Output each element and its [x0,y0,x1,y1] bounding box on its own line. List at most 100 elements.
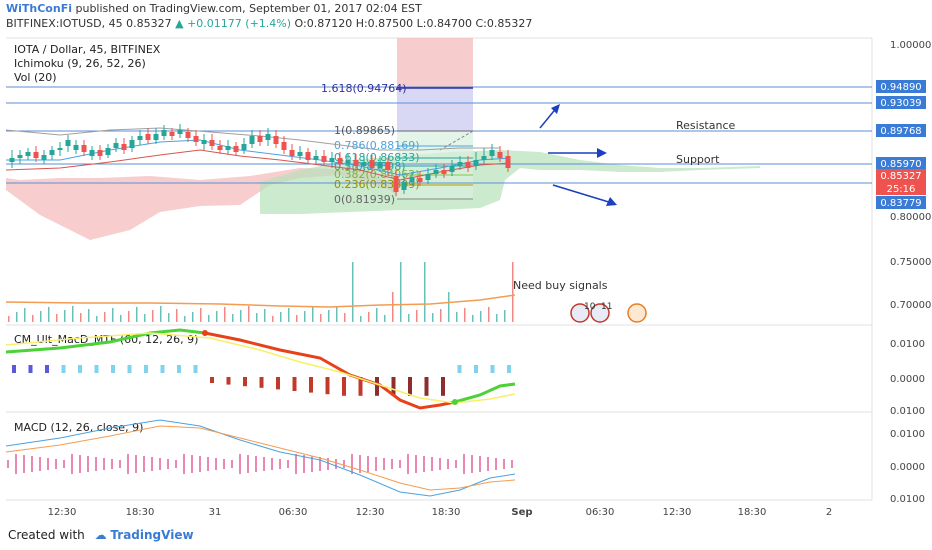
cm-histogram-bar [375,377,379,396]
cm-axis-label: 0.0100 [890,406,925,417]
volume-bar [312,307,314,322]
ichimoku-lagging-line [5,127,500,151]
volume-bar [400,262,402,322]
volume-bar [224,307,226,322]
cm-histogram-bar [177,365,181,373]
cm-histogram-bar [226,377,231,385]
volume-bar [112,308,114,322]
candle-body [393,176,399,192]
price-tag [876,169,926,182]
candle-body [25,152,31,156]
candle-body [353,160,359,166]
volume-bar [80,313,82,322]
volume-bar [232,314,234,322]
volume-bar [336,306,338,322]
time-tick-label: 31 [209,507,222,518]
footer: Created with ☁ TradingView [8,528,194,542]
volume-bar [184,316,186,322]
price-tag [876,124,926,137]
candle-body [369,160,375,168]
cm-signal-line [5,332,516,404]
volume-bar [328,310,330,322]
cm-histogram-bar [28,365,33,373]
price-tag-label: 0.83779 [880,198,921,209]
candle-body [177,130,183,134]
cm-histogram-bar [160,365,165,373]
candle-body [9,158,15,162]
volume-bar [376,308,378,322]
candle-body [385,162,391,170]
volume-bar [176,309,178,322]
volume-bar [408,314,410,322]
cm-histogram-bar [325,377,330,395]
cm-cross-dot-green [452,399,458,405]
publish-info: published on TradingView.com, September … [75,2,422,15]
cm-histogram-bar [408,377,412,396]
annotation-support: Support [676,153,720,166]
arrow-down-head [606,197,617,206]
volume-bar [480,311,482,322]
macd-legend[interactable]: MACD (12, 26, close, 9) [14,421,144,434]
time-axis: 12:30 18:30 31 06:30 12:30 18:30 Sep 06:30 12:30… [48,507,833,518]
volume-bar [128,311,130,322]
candle-body [273,136,279,144]
candle-body [241,144,247,150]
ichimoku-legend[interactable]: Ichimoku (9, 26, 52, 26) [14,57,146,70]
volume-bar [344,313,346,322]
volume-bar [472,315,474,322]
price-tick-label: 0.80000 [890,212,931,223]
candle-body [97,150,103,156]
author-name[interactable]: WiThConFi [6,2,72,15]
macd-axis-label: 0.0000 [890,462,925,473]
price-tag-label: 0.93039 [880,98,921,109]
volume-bar [216,311,218,322]
volume-bar [136,307,138,322]
price-tag-label: 0.94890 [880,82,921,93]
volume-bar [432,313,434,322]
candle-body [409,178,415,182]
cm-histogram-bar [243,377,247,387]
price-tag [876,96,926,109]
volume-bar [368,312,370,322]
volume-bar [304,311,306,322]
candle-body [481,156,487,160]
candle-body [361,162,367,166]
candle-body [137,136,143,140]
candle-body [321,156,327,162]
cm-histogram-bar [292,377,297,391]
time-tick-label: 18:30 [738,507,767,518]
volume-bar [496,314,498,322]
candle-body [441,170,447,174]
macd-histogram-group [7,454,513,474]
candle-body [329,158,335,162]
volume-bar [352,262,354,322]
cm-histogram-bar [276,377,280,390]
candle-body [401,182,407,190]
candle-body [233,146,239,152]
cm-histogram-bar [210,377,214,383]
price-tag-label: 0.89768 [880,126,921,137]
volume-bar [192,312,194,322]
price-tag [876,80,926,93]
volume-legend[interactable]: Vol (20) [14,71,57,84]
candle-body [73,145,79,150]
price-tag-label: 25:16 [887,184,916,195]
candle-body [505,156,511,168]
cm-histogram-bar [61,365,66,373]
candle-body [153,134,159,140]
candle-body [17,155,23,158]
volume-bar [464,308,466,322]
volume-bar [440,309,442,322]
cm-histogram-bar [127,365,132,373]
fib-label-0: 0(0.81939) [334,193,395,206]
footer-brand[interactable]: TradingView [110,528,194,542]
candle-body [121,144,127,150]
candle-body [337,158,343,164]
volume-bar [152,310,154,322]
cm-histogram-bar [78,365,82,373]
candle-body [265,134,271,140]
candle-body [201,140,207,144]
cm-histogram-bar [474,365,478,373]
cm-macd-legend[interactable]: CM_Ult_MacD_MTF (60, 12, 26, 9) [14,333,199,346]
